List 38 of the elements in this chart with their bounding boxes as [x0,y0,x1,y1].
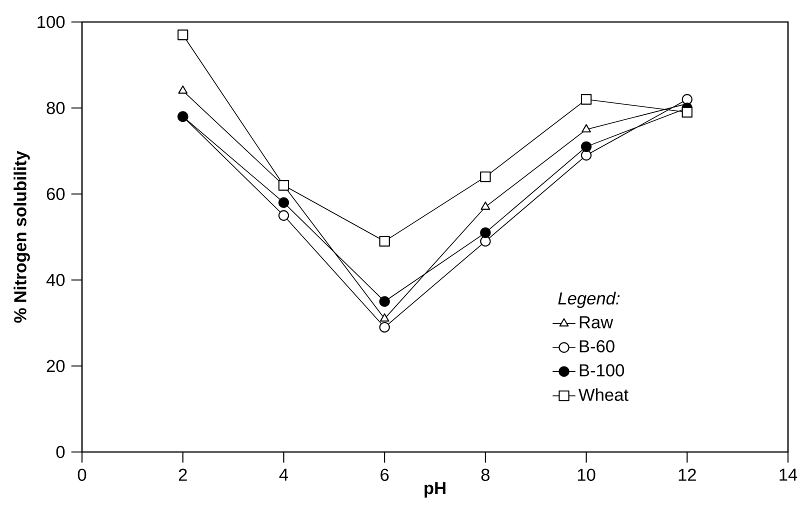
y-tick-label: 80 [46,102,65,114]
x-tick-label: 6 [380,468,389,481]
point [379,296,390,307]
x-axis-title: pH [424,482,446,498]
y-tick-label: 100 [38,16,65,28]
point [682,94,692,105]
point [380,313,390,322]
y-tick-label: 40 [46,274,65,286]
point [580,141,592,152]
point [582,124,591,132]
point [178,30,188,40]
x-tick-label: 4 [279,468,288,481]
x-tick-label: 2 [178,468,187,481]
x-tick-label: 8 [481,468,490,481]
legend-label: B-100 [580,364,624,376]
x-tick-label: 12 [678,468,696,481]
x-tick-label: 0 [78,468,86,481]
x-tick-label: 10 [578,468,596,481]
legend-title: Legend: [558,292,620,308]
point [379,236,390,247]
legend-label: Wheat [578,388,628,401]
y-axis-title: % Nitrogen solubility [14,150,30,323]
x-tick-label: 14 [780,468,798,481]
y-tick-label: 60 [46,188,65,200]
y-tick-label: 0 [56,446,65,458]
point [480,202,490,210]
legend-label: Raw [580,316,614,328]
point [278,210,290,221]
legend-label: B-60 [580,340,614,352]
point [480,227,491,238]
point [480,171,491,182]
y-tick-label: 20 [46,360,65,372]
point [379,322,390,333]
point [682,106,692,118]
point [178,85,188,94]
point [580,94,592,105]
point [278,197,290,208]
point [278,180,290,191]
